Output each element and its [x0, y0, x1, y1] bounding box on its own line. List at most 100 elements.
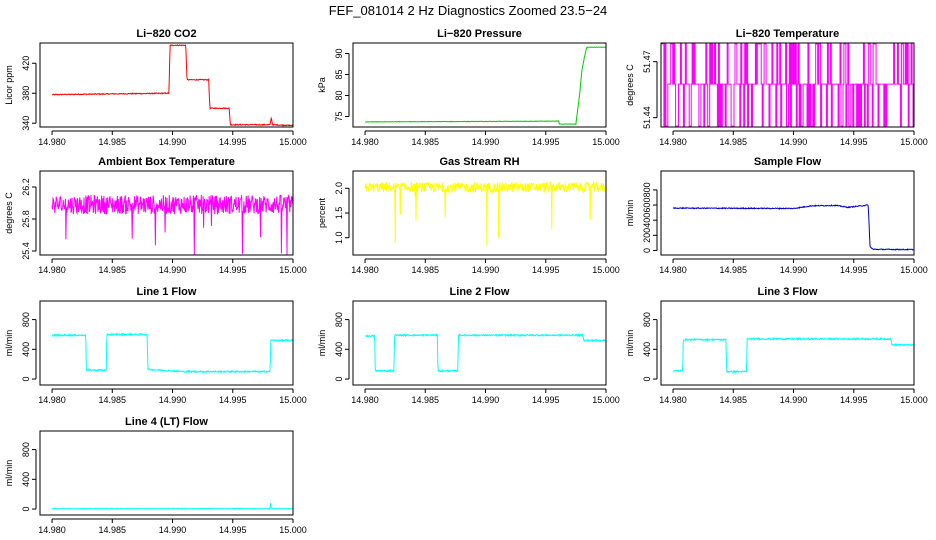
- y-tick-label: 800: [21, 312, 31, 327]
- plot-frame: [352, 300, 607, 386]
- panel-6: Sample Flow ml/min 14.980 14.985 14.990 14.99…: [625, 156, 928, 275]
- y-tick-label: 0: [21, 377, 31, 382]
- panel-9: Line 3 Flow ml/min 14.980 14.985 14.990 14.99…: [625, 286, 928, 405]
- x-tick-label: 14.990: [159, 137, 187, 147]
- data-series: [364, 46, 606, 126]
- x-tick-label: 14.985: [99, 525, 127, 535]
- y-axis-label: kPa: [317, 77, 327, 93]
- data-series: [672, 203, 914, 251]
- x-tick-label: 14.990: [159, 395, 187, 405]
- x-tick-label: 14.980: [351, 137, 379, 147]
- x-tick-label: 15.000: [900, 265, 928, 275]
- y-tick-label: 26.2: [21, 178, 31, 196]
- x-tick-label: 14.985: [720, 265, 748, 275]
- y-tick-label: 400: [21, 472, 31, 487]
- y-tick-label: 600: [642, 198, 652, 213]
- data-series: [661, 43, 914, 127]
- x-tick-label: 14.980: [659, 395, 687, 405]
- y-axis-label: ml/min: [625, 330, 635, 357]
- y-tick-label: 800: [334, 312, 344, 327]
- y-axis-label: ml/min: [4, 460, 14, 487]
- x-tick-label: 14.985: [412, 137, 440, 147]
- y-tick-label: 0: [642, 248, 652, 253]
- panel-title: Li−820 Pressure: [437, 28, 522, 40]
- data-series: [51, 44, 293, 127]
- y-tick-label: 400: [642, 342, 652, 357]
- x-tick-label: 14.980: [38, 395, 66, 405]
- panel-title: Li−820 Temperature: [736, 28, 839, 40]
- y-tick-label: 25.4: [21, 242, 31, 260]
- y-tick-label: 800: [642, 312, 652, 327]
- x-tick-label: 14.985: [412, 395, 440, 405]
- y-tick-label: 420: [21, 56, 31, 71]
- y-axis-label: ml/min: [317, 330, 327, 357]
- plot-frame: [660, 300, 915, 386]
- y-axis-label: ml/min: [625, 200, 635, 227]
- plot-frame: [39, 300, 294, 386]
- panel-title: Line 1 Flow: [137, 286, 197, 298]
- plot-frame: [352, 42, 607, 128]
- x-tick-label: 15.000: [279, 525, 307, 535]
- figure-title: FEF_081014 2 Hz Diagnostics Zoomed 23.5−…: [328, 3, 608, 18]
- x-tick-label: 15.000: [279, 137, 307, 147]
- panel-8: Line 2 Flow ml/min 14.980 14.985 14.990 14.99…: [317, 286, 620, 405]
- x-tick-label: 14.990: [780, 395, 808, 405]
- y-tick-label: 200: [642, 228, 652, 243]
- y-tick-label: 400: [334, 342, 344, 357]
- plot-frame: [39, 430, 294, 516]
- x-tick-label: 14.985: [720, 395, 748, 405]
- x-tick-label: 14.980: [659, 137, 687, 147]
- x-tick-label: 14.995: [219, 395, 247, 405]
- x-tick-label: 14.995: [219, 265, 247, 275]
- y-tick-label: 2.0: [334, 182, 344, 195]
- x-tick-label: 14.985: [99, 265, 127, 275]
- x-tick-label: 14.985: [99, 395, 127, 405]
- y-axis-label: percent: [317, 197, 327, 228]
- x-tick-label: 14.980: [38, 137, 66, 147]
- x-tick-label: 14.980: [351, 265, 379, 275]
- x-tick-label: 14.990: [780, 137, 808, 147]
- y-tick-label: 800: [21, 442, 31, 457]
- x-tick-label: 14.995: [532, 395, 560, 405]
- panel-title: Ambient Box Temperature: [98, 156, 235, 168]
- panel-title: Line 3 Flow: [758, 286, 818, 298]
- panel-title: Li−820 CO2: [136, 28, 196, 40]
- data-series: [672, 336, 914, 374]
- panel-title: Gas Stream RH: [439, 156, 519, 168]
- y-tick-label: 51.44: [642, 106, 652, 129]
- x-tick-label: 14.990: [472, 395, 500, 405]
- x-tick-label: 14.995: [532, 137, 560, 147]
- x-tick-label: 14.980: [38, 265, 66, 275]
- panel-10: Line 4 (LT) Flow ml/min 14.980 14.985 14.990…: [4, 416, 307, 535]
- x-tick-label: 14.995: [840, 265, 868, 275]
- y-tick-label: 51.47: [642, 50, 652, 73]
- y-axis-label: degrees C: [625, 64, 635, 106]
- plot-frame: [39, 170, 294, 256]
- plot-frame: [660, 170, 915, 256]
- x-tick-label: 14.980: [38, 525, 66, 535]
- x-tick-label: 14.990: [780, 265, 808, 275]
- y-tick-label: 0: [21, 507, 31, 512]
- panel-title: Sample Flow: [754, 156, 822, 168]
- data-series: [51, 502, 293, 511]
- x-tick-label: 14.990: [472, 265, 500, 275]
- x-tick-label: 15.000: [279, 265, 307, 275]
- x-tick-label: 14.995: [219, 137, 247, 147]
- data-series: [365, 332, 606, 373]
- x-tick-label: 14.995: [219, 525, 247, 535]
- panel-4: Ambient Box Temperature degrees C 14.980 14…: [4, 156, 307, 275]
- y-axis-label: ml/min: [4, 330, 14, 357]
- x-tick-label: 14.985: [720, 137, 748, 147]
- x-tick-label: 14.990: [159, 525, 187, 535]
- y-tick-label: 85: [334, 69, 344, 79]
- y-tick-label: 380: [21, 86, 31, 101]
- x-tick-label: 14.990: [159, 265, 187, 275]
- x-tick-label: 15.000: [592, 137, 620, 147]
- plot-frame: [39, 42, 294, 128]
- plot-frame: [660, 42, 915, 128]
- y-tick-label: 0: [642, 377, 652, 382]
- x-tick-label: 14.980: [351, 395, 379, 405]
- y-tick-label: 1.0: [334, 231, 344, 244]
